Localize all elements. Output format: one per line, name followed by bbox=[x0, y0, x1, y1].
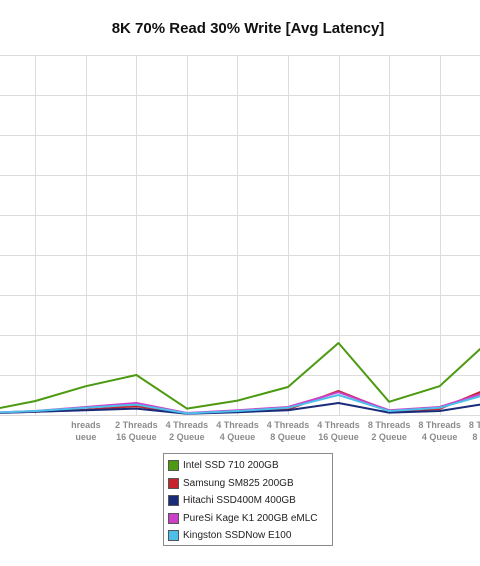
series-line-0 bbox=[0, 342, 480, 410]
legend-label: Intel SSD 710 200GB bbox=[183, 460, 279, 472]
x-tick-label: 8 Threads bbox=[418, 420, 461, 430]
x-tick-label: 16 Queue bbox=[116, 432, 157, 442]
legend-item: Kingston SSDNow E100 bbox=[168, 527, 328, 545]
legend-item: Intel SSD 710 200GB bbox=[168, 457, 328, 475]
legend-swatch bbox=[168, 460, 179, 472]
series-line-3 bbox=[0, 391, 480, 414]
legend-swatch bbox=[168, 530, 179, 542]
x-tick-label: 8 Queue bbox=[472, 432, 480, 442]
plot-series bbox=[0, 342, 480, 415]
series-line-2 bbox=[0, 402, 480, 415]
x-tick-label: ueue bbox=[75, 432, 96, 442]
x-tick-label: hreads bbox=[71, 420, 101, 430]
legend-label: Hitachi SSD400M 400GB bbox=[183, 495, 296, 507]
x-axis-tick-labels: hreads ueue 2 Threads 16 Queue 4 Threads 2 Qu… bbox=[71, 420, 480, 442]
legend-label: Samsung SM825 200GB bbox=[183, 477, 294, 489]
x-tick-label: 8 Threads bbox=[469, 420, 480, 430]
legend-swatch bbox=[168, 512, 179, 524]
x-tick-label: 2 Threads bbox=[115, 420, 158, 430]
x-tick-label: 8 Queue bbox=[270, 432, 306, 442]
grid bbox=[0, 55, 480, 416]
series-line-1 bbox=[0, 390, 480, 415]
x-tick-label: 8 Threads bbox=[368, 420, 411, 430]
legend-item: Samsung SM825 200GB bbox=[168, 475, 328, 493]
series-line-4 bbox=[0, 394, 480, 415]
legend: Intel SSD 710 200GB Samsung SM825 200GB Hi… bbox=[163, 453, 333, 546]
x-tick-label: 4 Threads bbox=[267, 420, 310, 430]
x-tick-label: 2 Queue bbox=[169, 432, 205, 442]
legend-label: Kingston SSDNow E100 bbox=[183, 530, 292, 542]
chart-title: 8K 70% Read 30% Write [Avg Latency] bbox=[111, 20, 385, 37]
legend-item: PureSi Kage K1 200GB eMLC bbox=[168, 510, 328, 528]
x-tick-label: 4 Threads bbox=[166, 420, 209, 430]
legend-item: Hitachi SSD400M 400GB bbox=[168, 492, 328, 510]
legend-swatch bbox=[168, 477, 179, 489]
x-tick-label: 4 Queue bbox=[220, 432, 256, 442]
x-tick-label: 2 Queue bbox=[371, 432, 407, 442]
x-tick-label: 16 Queue bbox=[318, 432, 359, 442]
x-tick-label: 4 Queue bbox=[422, 432, 458, 442]
x-tick-label: 4 Threads bbox=[216, 420, 259, 430]
legend-label: PureSi Kage K1 200GB eMLC bbox=[183, 512, 318, 524]
x-tick-label: 4 Threads bbox=[317, 420, 360, 430]
legend-swatch bbox=[168, 495, 179, 507]
